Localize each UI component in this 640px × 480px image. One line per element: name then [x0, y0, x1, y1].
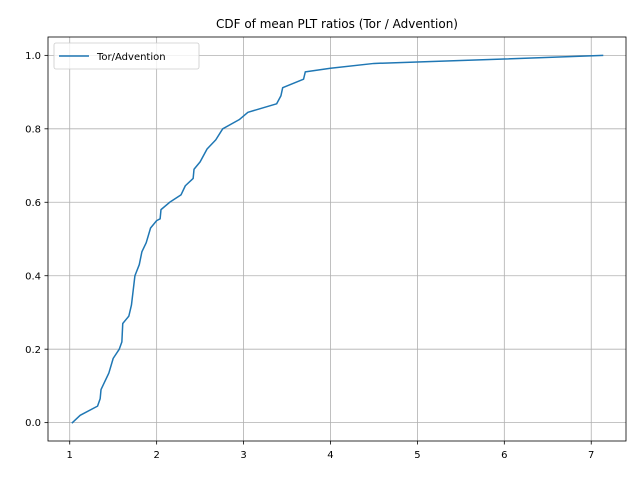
- chart-title: CDF of mean PLT ratios (Tor / Advention): [216, 17, 458, 31]
- x-axis-ticks: 1 2 3 4 5 6 7: [67, 441, 594, 461]
- legend-box: [53, 42, 200, 70]
- y-tick-label: 0.4: [25, 271, 41, 282]
- y-tick-label: 0.0: [25, 418, 41, 429]
- y-tick-label: 0.2: [25, 345, 41, 356]
- x-tick-label: 3: [240, 450, 246, 461]
- x-tick-label: 6: [501, 450, 507, 461]
- y-tick-label: 0.6: [25, 198, 41, 209]
- x-tick-label: 2: [153, 450, 159, 461]
- legend-label: Tor/Advention: [96, 52, 166, 63]
- x-tick-label: 4: [327, 450, 333, 461]
- x-tick-label: 5: [414, 450, 420, 461]
- y-axis-ticks: 0.0 0.2 0.4 0.6 0.8 1.0: [25, 51, 48, 429]
- y-tick-label: 1.0: [25, 51, 41, 62]
- series-layer: [71, 54, 604, 424]
- y-tick-label: 0.8: [25, 124, 41, 135]
- legend: Tor/Advention: [53, 42, 200, 70]
- grid: [48, 37, 626, 441]
- x-tick-label: 7: [588, 450, 594, 461]
- axes-frame: [47, 36, 627, 442]
- x-tick-label: 1: [67, 450, 73, 461]
- series-line-tor-advention: [71, 54, 604, 424]
